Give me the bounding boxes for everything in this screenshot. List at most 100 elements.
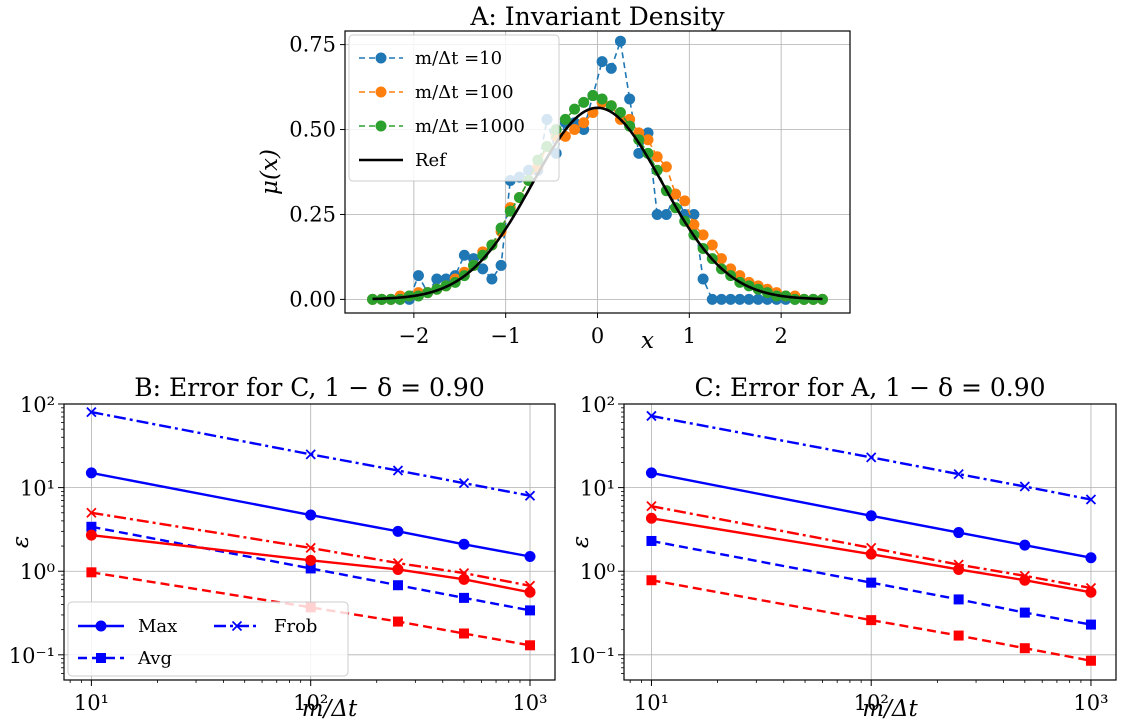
data-point [866,615,877,626]
data-point [305,554,317,566]
series-1 [645,467,1097,564]
data-point [86,567,97,578]
data-point [525,640,536,651]
data-point [725,293,737,305]
tick-label-x: 10³ [1073,691,1108,715]
data-point [646,501,657,512]
x-axis-label: m/Δt [302,696,358,720]
series-2 [86,521,536,616]
data-point [486,273,498,285]
y-axis-label: μ(x) [257,149,283,195]
data-point [651,151,663,163]
data-point [86,507,97,518]
tick-label-y: 10² [20,393,55,417]
series-1 [85,467,536,562]
data-point [578,117,590,129]
data-point [392,616,403,627]
legend-label: m/Δt =1000 [415,116,525,137]
tick-label-y: 0.50 [289,118,336,142]
panel-b: 10¹ 10² 10³ 10⁻¹ 10⁰ 10¹ 10² Max Avg Frob B: Error… [8,373,556,720]
data-point [1085,619,1096,630]
legend: m/Δt =10 m/Δt =100 m/Δt =1000 Ref [348,34,560,182]
data-point [524,580,536,591]
data-point [642,134,654,146]
series-line [651,504,1092,590]
tick-label-x: 10¹ [634,691,669,715]
data-point [305,449,316,460]
data-point [651,208,663,220]
data-point [525,605,536,616]
legend-label: Max [138,616,177,637]
legend-marker [95,620,107,632]
axes-frame [63,403,556,681]
legend-marker [231,620,243,632]
data-point [670,188,682,200]
legend-box [67,601,349,677]
data-point [697,273,709,285]
tick-label-y: 10¹ [20,477,55,501]
x-axis-label: x [641,328,654,354]
chart-title: A: Invariant Density [469,2,725,31]
series-4 [85,529,536,598]
data-point [458,538,470,550]
legend-label: Avg [137,648,172,669]
data-point [646,575,657,586]
data-point [458,628,469,639]
data-point [646,535,657,546]
data-point [660,161,672,173]
series-line [91,410,531,497]
panel-c: 10¹ 10² 10³ 10⁻¹ 10⁰ 10¹ 10² C: Error for A, 1 … [568,373,1117,720]
data-point [392,580,403,591]
data-point [706,293,718,305]
legend-marker [375,86,387,98]
data-point [587,90,599,102]
tick-label-y: 10¹ [580,477,615,501]
legend-label: Frob [274,616,317,637]
data-point [458,478,470,489]
data-point [305,542,316,554]
series-6 [86,507,536,591]
data-point [596,56,608,68]
data-point [305,563,316,574]
tick-label-x: 10³ [512,691,547,715]
tick-label-y: 10⁻¹ [569,644,615,668]
tick-label-y: 0.00 [289,287,336,311]
tick-label-x: 10² [293,691,328,715]
legend-box [348,34,560,182]
data-point [706,239,718,251]
data-point [596,93,608,105]
data-point [679,195,691,207]
panel-a: −2 −1 0 1 2 0.00 0.25 0.50 0.75 m/Δt =10 m/Δt =100… [257,2,851,354]
data-point [1019,481,1030,492]
data-point [624,93,636,105]
data-point [715,293,727,305]
data-point [715,253,727,265]
data-point [697,229,709,241]
data-point [953,559,964,570]
data-point [392,525,404,537]
data-point [734,293,746,305]
y-axis-label: ε [568,536,594,548]
data-point [752,293,764,305]
axes-frame [344,30,851,314]
data-point [614,35,626,47]
x-axis-label: m/Δt [862,696,918,720]
data-point [458,592,469,603]
legend-label: m/Δt =100 [415,82,514,103]
tick-label-y: 10⁻¹ [9,644,55,668]
data-point [392,465,404,476]
series-3 [86,406,536,501]
data-point [578,96,590,108]
data-point [1085,655,1096,666]
data-point [866,452,877,463]
data-point [866,577,877,588]
data-point [1019,539,1031,551]
data-point [392,563,404,575]
tick-label-y: 0.25 [289,202,336,226]
data-point [86,521,97,532]
reference-curve [372,106,823,301]
data-point [412,270,424,282]
series-line [651,414,1092,501]
tick-label-x: 2 [774,324,787,348]
data-point [458,249,470,261]
